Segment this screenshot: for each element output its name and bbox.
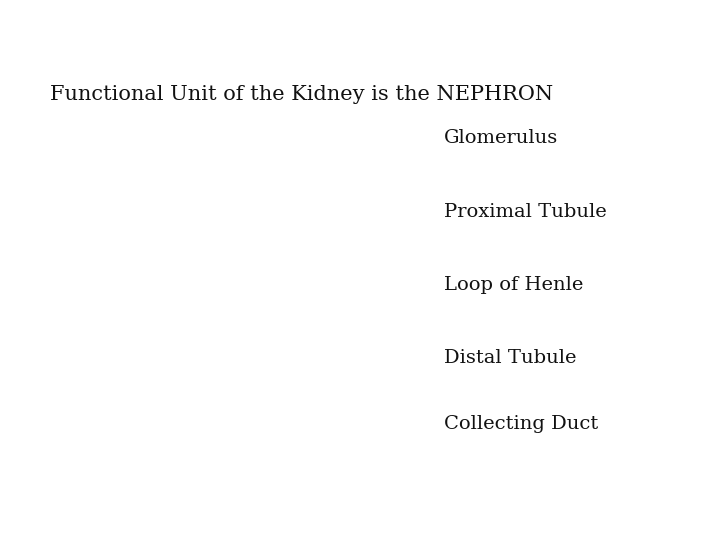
Text: Proximal Tubule: Proximal Tubule	[444, 204, 607, 221]
Text: Glomerulus: Glomerulus	[444, 129, 559, 146]
Text: Collecting Duct: Collecting Duct	[444, 415, 598, 434]
Text: Loop of Henle: Loop of Henle	[444, 276, 584, 294]
Text: Distal Tubule: Distal Tubule	[444, 349, 577, 367]
Text: Functional Unit of the Kidney is the NEPHRON: Functional Unit of the Kidney is the NEP…	[50, 85, 554, 104]
